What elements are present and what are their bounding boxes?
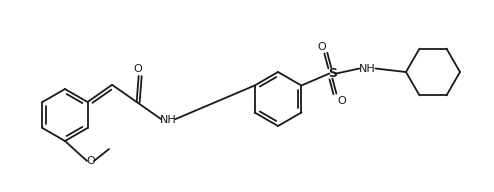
Text: O: O [133, 64, 142, 74]
Text: O: O [317, 41, 326, 51]
Text: S: S [328, 67, 337, 80]
Text: NH: NH [160, 115, 177, 125]
Text: NH: NH [359, 64, 376, 74]
Text: O: O [337, 97, 346, 107]
Text: O: O [86, 156, 95, 166]
